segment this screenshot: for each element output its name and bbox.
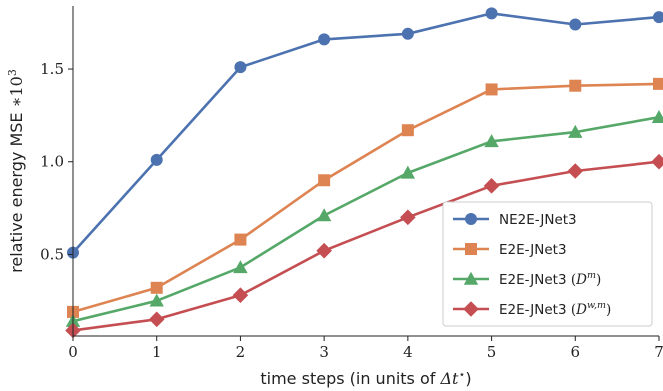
legend-label: NE2E-JNet3	[499, 212, 577, 228]
axes: 0 1 2 3 4 5 6 7 0.5 1.0 1.5 time steps (in units of…	[6, 6, 663, 388]
legend-marker	[463, 301, 479, 317]
x-tick-label: 0	[68, 343, 78, 361]
data-point	[569, 79, 582, 92]
data-point	[148, 311, 165, 328]
x-tick-label: 2	[236, 343, 246, 361]
data-point	[485, 83, 498, 96]
y-axis-label: relative energy MSE ∗103	[6, 69, 26, 273]
series-line	[72, 115, 660, 323]
x-tick-label: 1	[152, 343, 162, 361]
data-point	[400, 165, 416, 179]
series-line	[72, 12, 660, 254]
legend: NE2E-JNet3 E2E-JNet3 E2E-JNet3 (Dm) E2E-JNe…	[442, 201, 653, 327]
data-point	[316, 208, 332, 222]
data-point	[568, 124, 583, 138]
data-point	[234, 233, 247, 246]
legend-label: E2E-JNet3 (Dm)	[499, 270, 601, 288]
x-tick-label: 4	[403, 343, 413, 361]
y-tick-label: 1.0	[40, 153, 64, 171]
data-point	[653, 11, 663, 24]
data-point	[651, 110, 663, 123]
legend-marker	[463, 271, 479, 285]
y-tick-label: 0.5	[40, 245, 64, 263]
data-point	[316, 242, 332, 259]
data-point	[318, 33, 331, 46]
data-point	[485, 7, 498, 20]
data-point	[651, 153, 663, 170]
legend-label: E2E-JNet3	[499, 242, 567, 258]
legend-marker	[465, 213, 477, 225]
data-point	[401, 124, 414, 137]
y-tick-label: 1.5	[40, 60, 64, 78]
series-line	[72, 82, 660, 314]
data-point	[401, 27, 414, 40]
data-point	[150, 153, 163, 166]
data-point	[567, 163, 584, 179]
legend-marker	[465, 243, 477, 255]
x-tick-label: 5	[487, 343, 497, 361]
legend-box	[442, 201, 653, 327]
legend-item: E2E-JNet3 (Dm)	[453, 270, 601, 288]
data-point	[483, 178, 500, 194]
x-axis-label: time steps (in units of Δt⋆)	[260, 368, 471, 388]
x-tick-label: 7	[654, 343, 663, 361]
data-point	[569, 18, 582, 31]
x-tick-label: 6	[571, 343, 581, 361]
x-tick-label: 3	[319, 343, 329, 361]
data-point	[318, 174, 331, 187]
data-point	[234, 61, 247, 74]
data-point	[150, 281, 163, 294]
legend-item: E2E-JNet3 (Dw,m)	[453, 300, 611, 318]
data-point	[232, 287, 249, 304]
legend-item: NE2E-JNet3	[453, 212, 577, 228]
data-point	[149, 293, 164, 307]
data-point	[400, 209, 416, 226]
legend-item: E2E-JNet3	[453, 242, 567, 258]
series-line	[72, 160, 660, 332]
data-point	[653, 77, 663, 90]
series-2	[67, 77, 663, 318]
series-3	[65, 110, 663, 327]
legend-label: E2E-JNet3 (Dw,m)	[499, 300, 611, 318]
data-point	[484, 134, 499, 148]
data-point	[233, 260, 248, 274]
series-1	[67, 7, 663, 259]
